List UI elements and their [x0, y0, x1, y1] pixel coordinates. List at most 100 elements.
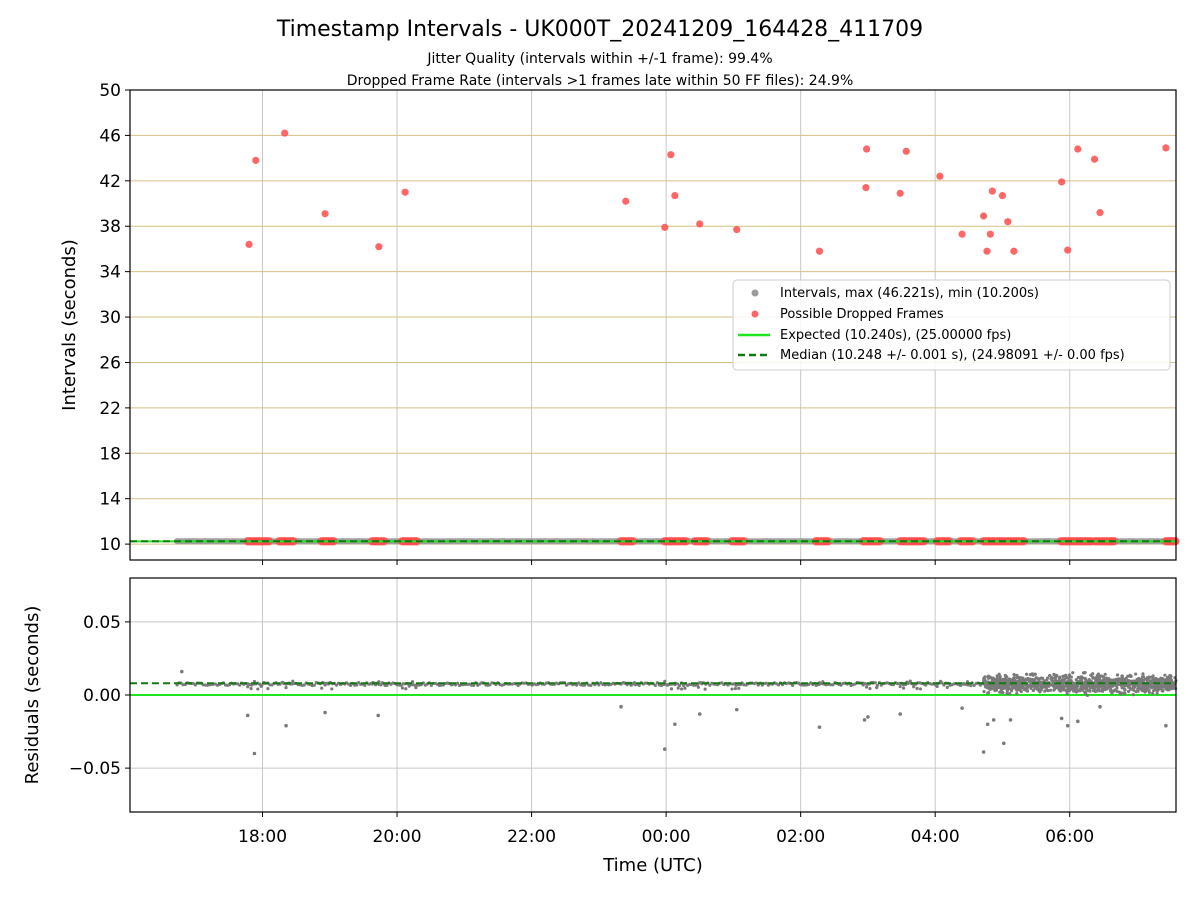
residual-point [1120, 686, 1124, 690]
top-y-tick-label: 18 [99, 444, 121, 464]
residual-point [1164, 686, 1168, 691]
residual-point [385, 683, 389, 688]
residual-point [1065, 692, 1069, 696]
residual-point [1169, 678, 1174, 682]
dropped-frame-point [983, 247, 991, 255]
residual-point [1089, 673, 1093, 677]
residual-point [915, 686, 919, 691]
residual-outlier [981, 750, 986, 754]
residual-point [1067, 689, 1072, 693]
residual-point [1052, 672, 1056, 677]
dropped-frame-point [1004, 218, 1012, 226]
dropped-frame-point [862, 184, 870, 192]
residual-point [1084, 679, 1088, 683]
residual-point [1036, 686, 1040, 690]
residual-point [1015, 673, 1019, 677]
dropped-frame-point [667, 151, 675, 159]
residual-point [972, 683, 976, 687]
residual-point [677, 683, 682, 688]
residual-point [1112, 678, 1116, 682]
dropped-frame-point [281, 129, 289, 137]
bottom-plot-area [130, 669, 1178, 756]
x-axis-label: Time (UTC) [602, 855, 703, 876]
dropped-frame-point [321, 210, 329, 218]
residual-point [1103, 672, 1107, 676]
residual-point [1085, 686, 1089, 690]
bottom-y-tick-label: 0.05 [83, 613, 121, 633]
residual-outlier [1164, 723, 1168, 728]
residual-point [414, 685, 418, 690]
residual-point [969, 684, 973, 688]
residual-point [1098, 689, 1102, 693]
residual-point [898, 684, 902, 689]
residual-point [1100, 684, 1104, 688]
residual-point [1061, 674, 1065, 678]
residual-point [1150, 679, 1155, 683]
dropped-frame-point [1074, 145, 1082, 153]
dropped-frame-point [986, 230, 994, 238]
residual-point [1104, 677, 1108, 681]
residual-point [637, 683, 641, 688]
residual-point [1072, 684, 1076, 689]
residual-outlier [1075, 719, 1080, 724]
residual-point [669, 687, 674, 691]
residual-point [1095, 689, 1099, 693]
residual-point [982, 676, 986, 681]
residual-outlier [673, 722, 677, 727]
bottom-y-axis: 0.05 0.00 −0.05 [69, 613, 130, 779]
residual-point [1133, 685, 1137, 689]
residual-point [733, 686, 738, 691]
dropped-frame-point [936, 172, 944, 180]
residual-point [1101, 675, 1106, 679]
residual-point [683, 686, 687, 690]
bottom-y-tick-label: 0.00 [83, 686, 121, 706]
residual-point [1128, 682, 1132, 687]
residual-point [1054, 675, 1058, 679]
residual-point [666, 682, 670, 687]
residual-point [472, 683, 476, 687]
dropped-frame-point [401, 188, 409, 196]
residual-point [1014, 687, 1018, 691]
residual-point [918, 687, 922, 691]
top-plot-frame [129, 89, 1177, 561]
dropped-frame-point [815, 247, 824, 255]
top-y-axis-label: Intervals (seconds) [59, 239, 80, 411]
residual-point [938, 679, 943, 683]
residual-point [962, 681, 966, 686]
residual-point [1155, 691, 1159, 696]
residual-point [1141, 672, 1145, 676]
residual-point [1116, 680, 1120, 684]
residual-point [1034, 676, 1038, 680]
residual-point [959, 683, 963, 688]
residual-point [945, 685, 949, 689]
residual-point [291, 679, 295, 683]
residual-point [1131, 693, 1135, 697]
residual-point [1015, 691, 1019, 696]
residual-point [1024, 672, 1029, 676]
chart-subtitle-dropped: Dropped Frame Rate (intervals >1 frames … [347, 73, 854, 89]
residual-point [996, 684, 1000, 688]
residual-point [1045, 676, 1050, 680]
residual-point [737, 686, 741, 691]
top-x-ticks [262, 560, 1071, 565]
residual-point [790, 683, 795, 688]
residual-point [1079, 685, 1083, 689]
residual-point [679, 687, 684, 691]
dropped-frame-point [1091, 155, 1099, 163]
residual-point [1134, 679, 1138, 684]
x-tick-label: 20:00 [373, 827, 422, 847]
residual-point [1075, 688, 1079, 692]
x-tick-label: 06:00 [1045, 827, 1094, 847]
residual-point [1050, 678, 1054, 683]
residual-point [1134, 672, 1138, 676]
residual-point [281, 680, 285, 684]
residual-point [1078, 689, 1082, 693]
dropped-frame-point [733, 226, 741, 234]
residual-point [1069, 675, 1073, 679]
residual-point [238, 683, 242, 687]
dropped-frame-point [980, 212, 988, 220]
residual-point [1154, 676, 1158, 681]
residual-point [455, 681, 460, 685]
residual-outlier [697, 712, 702, 716]
